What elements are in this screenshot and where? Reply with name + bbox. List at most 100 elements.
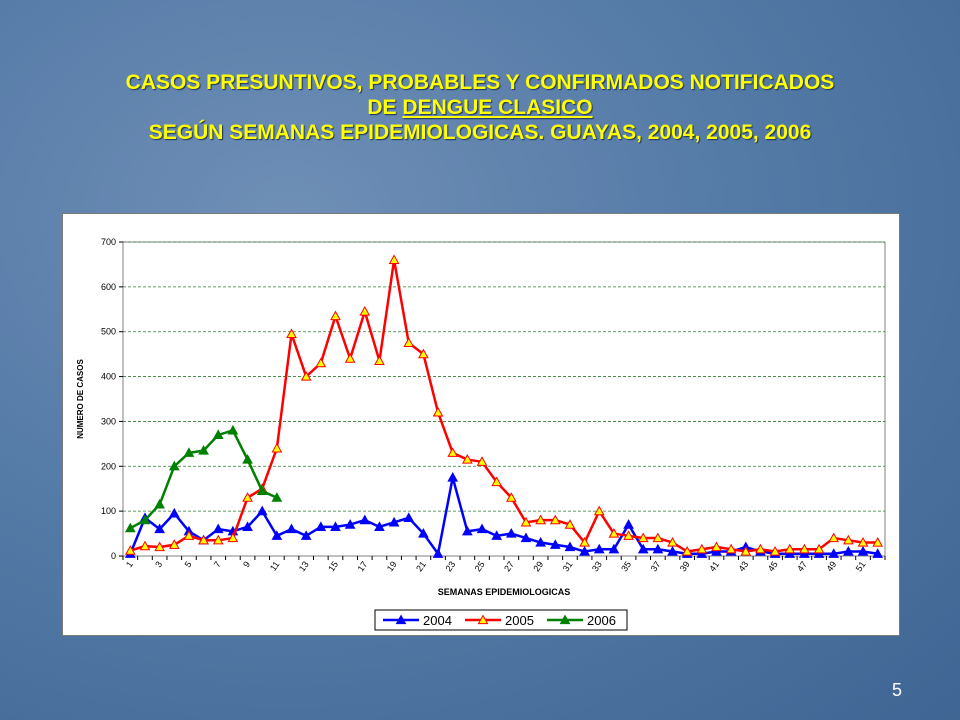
data-point-2004 <box>344 519 356 529</box>
x-tick-label: 23 <box>443 559 457 573</box>
data-point-2006 <box>124 522 136 533</box>
data-point-2005 <box>857 537 869 547</box>
x-tick-label: 19 <box>385 559 399 573</box>
title-line-2-prefix: DE <box>367 96 403 119</box>
x-tick-label: 51 <box>854 559 868 573</box>
data-point-2005 <box>593 505 605 516</box>
data-point-2005 <box>462 454 473 464</box>
legend-marker-2004 <box>395 614 407 625</box>
data-point-2004 <box>388 516 400 527</box>
data-point-2005 <box>227 532 239 543</box>
legend-label-2004: 2004 <box>423 613 452 628</box>
x-axis-label: SEMANAS EPIDEMIOLOGICAS <box>438 587 571 597</box>
legend-label-2005: 2005 <box>505 613 534 628</box>
data-point-2005 <box>667 537 678 547</box>
data-point-2005 <box>535 514 546 525</box>
data-point-2004 <box>242 521 253 531</box>
x-tick-label: 37 <box>649 559 663 573</box>
data-point-2006 <box>227 424 239 435</box>
x-tick-label: 47 <box>795 559 809 573</box>
x-tick-label: 41 <box>707 559 721 573</box>
data-point-2004 <box>652 543 664 554</box>
data-point-2005 <box>784 543 796 554</box>
x-tick-label: 3 <box>153 559 164 569</box>
data-point-2005 <box>623 530 634 540</box>
data-point-2005 <box>330 310 341 321</box>
y-tick-label: 100 <box>101 506 116 516</box>
data-point-2004 <box>476 523 488 534</box>
data-point-2004 <box>286 523 297 534</box>
data-point-2004 <box>462 525 473 536</box>
data-point-2005 <box>608 528 620 538</box>
data-point-2004 <box>828 548 840 558</box>
data-point-2006 <box>271 492 283 502</box>
data-point-2005 <box>183 530 195 540</box>
data-point-2005 <box>813 543 825 554</box>
x-tick-label: 21 <box>414 559 428 573</box>
title-line-2-underlined: DENGUE CLASICO <box>402 96 593 119</box>
data-point-2004 <box>300 530 312 540</box>
data-point-2004 <box>403 512 415 522</box>
y-tick-label: 400 <box>101 372 116 382</box>
data-point-2005 <box>418 348 429 359</box>
y-tick-label: 600 <box>101 282 116 292</box>
data-point-2004 <box>418 528 429 538</box>
data-point-2005 <box>769 545 781 556</box>
data-point-2004 <box>843 545 854 556</box>
data-point-2005 <box>374 355 385 365</box>
slide-number: 5 <box>891 680 902 700</box>
data-point-2006 <box>198 445 209 455</box>
x-tick-label: 31 <box>561 559 575 573</box>
data-point-2004 <box>359 514 371 525</box>
data-point-2005 <box>828 532 840 543</box>
series-line-2005 <box>129 258 878 553</box>
y-tick-label: 200 <box>101 461 116 471</box>
x-tick-label: 29 <box>531 559 545 573</box>
data-point-2005 <box>447 447 459 457</box>
data-point-2004 <box>535 537 546 547</box>
data-point-2004 <box>168 507 180 518</box>
x-tick-label: 39 <box>678 559 692 573</box>
data-point-2006 <box>212 429 224 439</box>
legend-marker-2005 <box>477 614 489 625</box>
data-point-2004 <box>623 519 634 529</box>
data-point-2005 <box>139 540 151 551</box>
data-point-2004 <box>271 530 283 540</box>
data-point-2005 <box>711 541 722 552</box>
data-point-2004 <box>667 545 678 556</box>
data-point-2005 <box>696 543 708 554</box>
data-point-2004 <box>608 543 620 554</box>
y-tick-label: 300 <box>101 416 116 426</box>
x-tick-label: 25 <box>473 559 487 573</box>
data-point-2005 <box>725 543 737 554</box>
x-tick-label: 5 <box>183 559 194 569</box>
data-point-2005 <box>315 357 327 368</box>
data-point-2004 <box>520 532 532 543</box>
data-point-2004 <box>564 541 576 552</box>
data-point-2005 <box>755 543 766 554</box>
x-tick-label: 13 <box>297 559 311 573</box>
y-tick-label: 700 <box>101 237 116 247</box>
data-point-2004 <box>549 539 561 549</box>
plot-area <box>122 241 886 557</box>
x-tick-label: 33 <box>590 559 604 573</box>
x-tick-label: 27 <box>502 559 516 573</box>
data-point-2005 <box>286 328 297 339</box>
data-point-2005 <box>872 537 884 547</box>
data-point-2005 <box>168 539 180 549</box>
chart-title: CASOS PRESUNTIVOS, PROBABLES Y CONFIRMAD… <box>40 70 920 145</box>
data-point-2005 <box>843 534 854 545</box>
data-point-2004 <box>872 548 884 558</box>
data-point-2004 <box>579 545 590 556</box>
legend-label-2006: 2006 <box>587 613 616 628</box>
data-point-2005 <box>271 442 283 453</box>
data-point-2005 <box>403 337 415 348</box>
data-point-2005 <box>681 545 693 556</box>
data-point-2005 <box>549 514 561 525</box>
data-point-2005 <box>124 545 136 555</box>
x-tick-label: 35 <box>619 559 633 573</box>
data-point-2004 <box>432 548 444 558</box>
data-point-2004 <box>491 530 503 540</box>
x-tick-label: 49 <box>824 559 838 573</box>
